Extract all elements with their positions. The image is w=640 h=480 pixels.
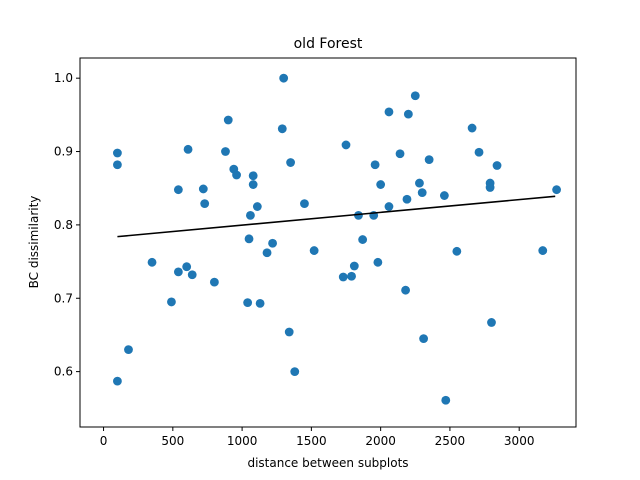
y-axis-label: BC dissimilarity xyxy=(27,196,41,289)
data-point xyxy=(243,298,253,308)
data-point xyxy=(248,180,258,189)
data-point xyxy=(309,246,319,255)
data-point xyxy=(173,185,183,195)
data-point xyxy=(147,257,157,267)
data-point xyxy=(410,91,420,101)
y-tick-label: 0.6 xyxy=(54,365,73,379)
data-points xyxy=(113,73,561,405)
data-point xyxy=(485,178,495,188)
data-point xyxy=(384,202,394,211)
data-point xyxy=(452,246,462,256)
data-point xyxy=(262,248,272,258)
x-axis-ticks: 0 500 1000 1500 2000 2500 3000 xyxy=(100,427,535,448)
data-point xyxy=(417,188,427,198)
data-point xyxy=(290,367,300,377)
y-tick-label: 1.0 xyxy=(54,71,73,85)
data-point xyxy=(187,270,197,280)
data-point xyxy=(341,140,351,150)
data-point xyxy=(268,238,277,248)
axes-frame xyxy=(79,57,577,428)
data-point xyxy=(419,334,428,343)
data-point xyxy=(286,158,295,167)
data-point xyxy=(124,345,133,355)
x-tick-label: 1500 xyxy=(296,434,327,448)
x-tick-label: 0 xyxy=(100,434,108,448)
data-point xyxy=(221,147,230,156)
data-point xyxy=(255,298,265,308)
y-tick-label: 0.9 xyxy=(54,145,73,159)
data-point xyxy=(279,73,289,83)
data-point xyxy=(167,297,176,307)
chart-title: old Forest xyxy=(294,36,363,52)
x-tick-label: 1000 xyxy=(227,434,258,448)
data-point xyxy=(113,160,122,170)
x-axis-label: distance between subplots xyxy=(247,456,408,470)
data-point xyxy=(376,180,386,189)
data-point xyxy=(538,246,548,255)
data-point xyxy=(182,262,192,272)
data-point xyxy=(415,178,424,188)
data-point xyxy=(358,235,368,244)
y-tick-label: 0.7 xyxy=(54,291,73,305)
data-point xyxy=(354,210,363,220)
data-point xyxy=(439,191,449,200)
x-tick-label: 2500 xyxy=(435,434,466,448)
data-point xyxy=(200,199,210,209)
x-tick-label: 3000 xyxy=(504,434,535,448)
data-point xyxy=(441,395,451,405)
data-point xyxy=(246,210,255,220)
data-point xyxy=(252,202,262,211)
y-axis-ticks: 0.6 0.7 0.8 0.9 1.0 xyxy=(54,71,80,379)
data-point xyxy=(403,109,413,119)
data-point xyxy=(232,170,241,180)
data-point xyxy=(223,115,233,125)
data-point xyxy=(209,277,219,287)
data-point xyxy=(173,267,183,277)
data-point xyxy=(284,327,294,337)
data-point xyxy=(248,171,258,181)
data-point xyxy=(338,272,348,282)
data-point xyxy=(401,285,410,295)
data-point xyxy=(552,185,561,195)
trend-line xyxy=(117,195,556,238)
data-point xyxy=(244,234,254,244)
x-tick-label: 500 xyxy=(161,434,184,448)
data-point xyxy=(487,318,496,327)
data-point xyxy=(474,147,484,157)
data-point xyxy=(384,107,394,117)
data-point xyxy=(395,149,405,159)
data-point xyxy=(373,257,383,267)
data-point xyxy=(467,123,477,133)
trend-line-group xyxy=(117,195,556,238)
data-point xyxy=(402,194,412,204)
data-point xyxy=(300,199,309,209)
data-point xyxy=(277,124,287,134)
x-tick-label: 2000 xyxy=(365,434,396,448)
data-point xyxy=(183,144,193,154)
data-point xyxy=(370,160,380,170)
data-point xyxy=(113,148,122,158)
y-tick-label: 0.8 xyxy=(54,218,73,232)
data-point xyxy=(113,376,122,386)
data-point xyxy=(198,184,208,194)
data-point xyxy=(424,155,434,165)
data-point xyxy=(349,261,359,271)
data-point xyxy=(492,161,502,170)
data-point xyxy=(347,271,356,281)
